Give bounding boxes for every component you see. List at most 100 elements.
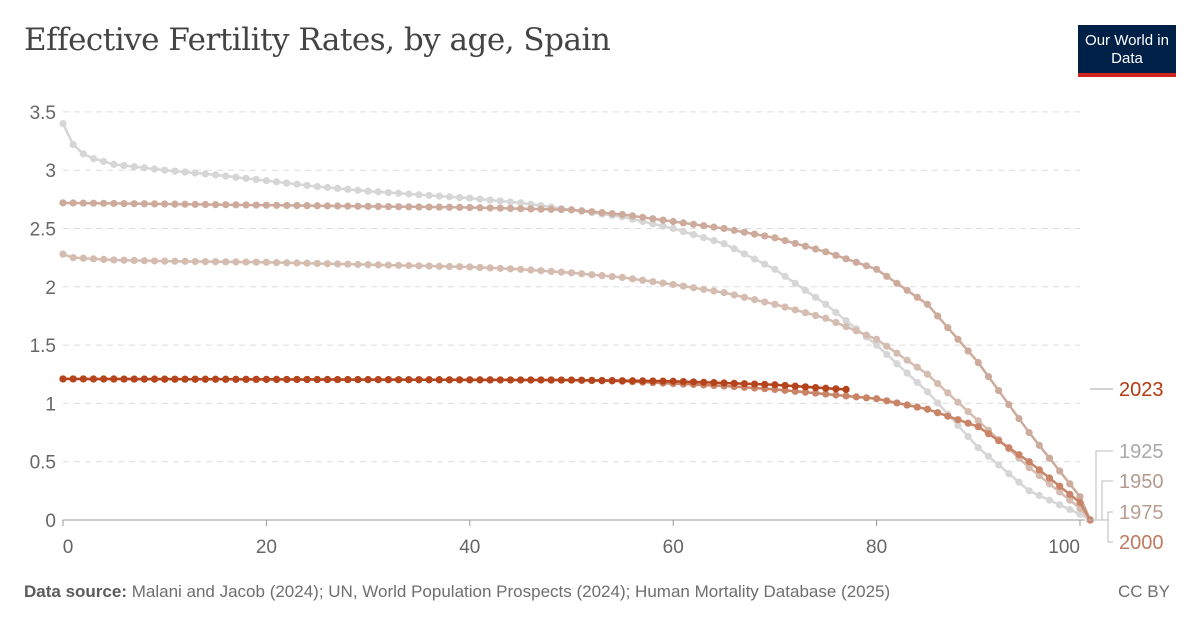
series-line-1950 [62, 201, 1092, 521]
data-point-2023 [100, 375, 108, 383]
data-point-1950 [252, 201, 260, 209]
data-point-1975 [79, 254, 87, 262]
data-point-1950 [852, 258, 860, 266]
data-point-1975 [578, 270, 586, 278]
data-point-2023 [150, 375, 159, 383]
data-point-1925 [1066, 505, 1074, 514]
data-point-1975 [527, 266, 535, 274]
data-point-1975 [272, 258, 281, 267]
license-link[interactable]: CC BY [1118, 582, 1170, 601]
data-point-1975 [344, 260, 352, 268]
data-point-1975 [354, 260, 362, 269]
data-point-2000 [822, 390, 830, 398]
data-point-1925 [1005, 469, 1013, 478]
data-point-1975 [191, 257, 199, 266]
data-point-1925 [79, 150, 87, 158]
data-point-1975 [608, 272, 616, 281]
data-point-2023 [395, 376, 403, 384]
data-point-1950 [272, 201, 281, 209]
data-point-1975 [679, 282, 687, 290]
y-tick-label: 0 [45, 511, 56, 532]
data-point-2000 [842, 392, 850, 400]
data-point-2000 [1056, 482, 1064, 490]
y-tick-label: 0.5 [30, 453, 56, 474]
data-point-2000 [801, 388, 810, 396]
data-point-2000 [873, 395, 881, 403]
data-point-1975 [100, 255, 108, 263]
data-point-2023 [486, 376, 494, 384]
data-point-1925 [374, 188, 382, 196]
data-point-1975 [69, 254, 77, 262]
data-point-1925 [761, 260, 769, 268]
y-tick-label: 2.5 [30, 220, 56, 241]
data-point-1950 [405, 203, 413, 211]
data-point-2023 [506, 376, 515, 384]
data-point-1975 [59, 250, 67, 258]
data-point-2023 [598, 376, 606, 385]
data-point-1950 [628, 212, 637, 220]
data-point-1950 [517, 205, 525, 213]
data-point-1975 [232, 258, 240, 266]
data-point-1950 [120, 199, 128, 208]
data-point-2023 [811, 383, 820, 392]
data-point-1950 [689, 220, 698, 228]
data-point-2023 [608, 376, 616, 385]
data-point-1950 [720, 224, 728, 233]
data-point-2023 [252, 375, 260, 383]
data-point-1975 [445, 262, 454, 271]
source-text: Malani and Jacob (2024); UN, World Popul… [131, 582, 891, 601]
data-point-1975 [852, 327, 860, 335]
data-point-1950 [995, 386, 1003, 395]
data-point-1975 [873, 335, 881, 343]
data-point-2023 [669, 377, 677, 385]
data-point-1925 [1035, 491, 1043, 500]
data-point-1925 [1076, 510, 1084, 518]
data-point-1925 [201, 170, 209, 178]
data-point-1975 [89, 255, 98, 263]
series-line-1975 [62, 252, 1092, 521]
data-point-2000 [883, 397, 891, 405]
data-point-2023 [628, 377, 637, 385]
data-point-1925 [293, 180, 301, 188]
owid-logo[interactable]: Our World in Data [1078, 25, 1176, 77]
data-point-1925 [506, 198, 515, 206]
data-point-1975 [222, 258, 230, 266]
data-point-1925 [1045, 496, 1054, 504]
data-point-1925 [211, 171, 220, 179]
data-point-1950 [445, 203, 454, 211]
data-point-1950 [974, 358, 982, 367]
data-point-1950 [1045, 454, 1054, 462]
data-point-2023 [384, 376, 393, 384]
data-point-1925 [425, 191, 433, 199]
data-point-1950 [944, 324, 952, 332]
x-tick-label: 80 [866, 537, 887, 558]
data-point-1975 [364, 261, 372, 269]
data-point-1925 [649, 220, 657, 228]
data-point-2023 [272, 375, 281, 384]
data-point-2023 [700, 378, 708, 386]
data-point-2023 [110, 375, 118, 383]
data-point-1950 [1015, 414, 1023, 423]
data-point-2000 [903, 401, 911, 409]
data-point-1975 [120, 256, 128, 264]
data-point-1975 [862, 331, 871, 339]
data-point-1950 [171, 200, 179, 208]
data-point-2023 [801, 383, 810, 391]
data-point-1975 [283, 259, 291, 267]
data-point-1950 [150, 200, 159, 208]
data-point-1925 [435, 192, 443, 200]
data-point-1925 [710, 237, 718, 245]
data-point-2000 [1045, 474, 1054, 482]
data-point-2023 [466, 376, 474, 384]
data-point-2000 [1076, 498, 1084, 507]
data-point-1975 [1035, 472, 1043, 480]
data-point-1925 [934, 399, 942, 407]
data-point-1950 [1066, 480, 1074, 488]
data-point-1950 [964, 347, 972, 355]
data-point-1975 [781, 303, 789, 311]
data-point-2023 [425, 376, 433, 384]
data-point-1925 [120, 161, 128, 170]
data-point-1975 [710, 287, 718, 295]
data-point-1950 [374, 202, 382, 211]
data-point-1975 [374, 261, 382, 269]
